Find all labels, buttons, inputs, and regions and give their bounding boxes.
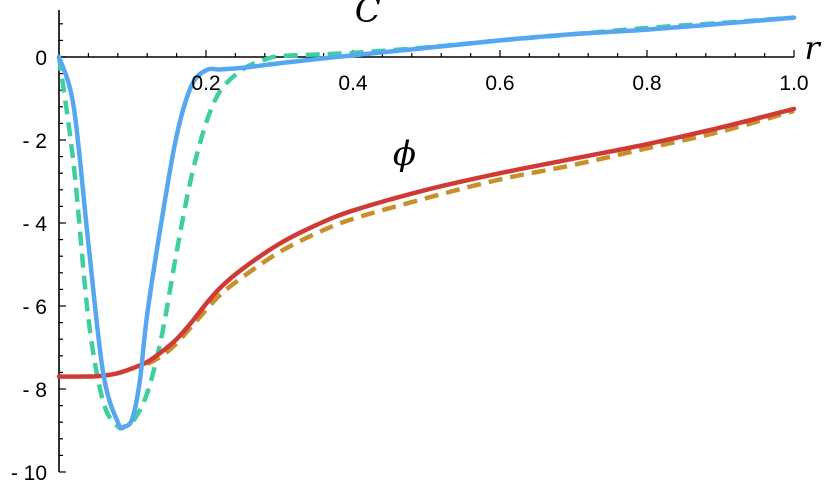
x-tick-label: 0.6 (485, 72, 514, 95)
series-line-1 (56, 15, 797, 431)
curve-label-2: ϕ (393, 134, 416, 174)
curve-label-1: C (355, 0, 381, 31)
series-layer (56, 15, 797, 431)
y-tick-label: 0 (35, 47, 47, 70)
y-tick-label: - 2 (22, 130, 47, 153)
series-line-2 (56, 15, 795, 431)
x-tick-label: 0.2 (191, 72, 220, 95)
labels-layer: 0.2 0.4 0.6 0.8 1.0 0 - 2 - 4 - 6 - 8 - 10 r Cϕ (11, 0, 822, 482)
y-tick-label: - 8 (22, 379, 47, 402)
x-axis-label: r (804, 29, 821, 67)
series-line-3 (56, 106, 797, 379)
x-tick-label: 0.8 (632, 72, 661, 95)
y-tick-label: - 6 (22, 296, 47, 319)
y-tick-label: - 4 (22, 213, 47, 236)
axes (58, 10, 795, 473)
y-tick-label: - 10 (11, 462, 47, 482)
x-tick-label: 0.4 (338, 72, 368, 95)
x-tick-label: 1.0 (779, 72, 808, 95)
series-line-4 (146, 108, 795, 367)
